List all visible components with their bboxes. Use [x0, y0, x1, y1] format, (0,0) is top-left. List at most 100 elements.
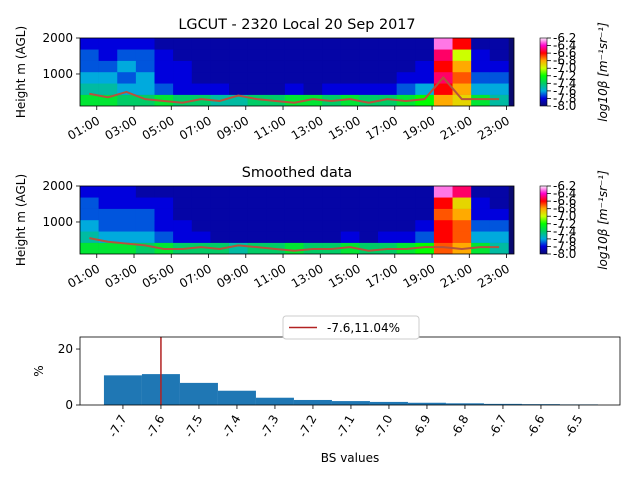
heatmap-cell	[471, 94, 491, 106]
heatmap-cell	[247, 49, 267, 61]
x-tick-label: 13:00	[289, 261, 326, 290]
heatmap-cell	[191, 208, 211, 221]
heatmap-cell	[303, 60, 323, 73]
x-tick-label: 03:00	[103, 261, 140, 290]
heatmap-cell	[135, 49, 155, 61]
heatmap-cell	[340, 242, 360, 254]
heatmap-cell	[433, 38, 453, 50]
heatmap-cell	[340, 83, 360, 95]
colorbar	[539, 37, 548, 107]
heatmap-cell	[433, 60, 453, 73]
heatmap-cell	[191, 242, 211, 254]
heatmap-cell	[98, 186, 118, 198]
heatmap-cell	[210, 219, 230, 232]
heatmap-cell	[322, 49, 342, 61]
heatmap-cell	[117, 71, 137, 84]
colorbar-tick-label: -7.8	[553, 91, 576, 105]
heatmap-cell	[489, 38, 509, 50]
heatmap-cell	[80, 94, 99, 106]
heatmap-cell	[340, 197, 360, 209]
heatmap-cell	[471, 71, 491, 84]
heatmap-cell	[80, 83, 99, 95]
heatmap-cell	[489, 242, 509, 254]
panel-title: LGCUT - 2320 Local 20 Sep 2017	[178, 17, 415, 33]
x-tick-label: 01:00	[65, 113, 102, 142]
heatmap-cell	[284, 71, 304, 84]
heatmap-cell	[359, 83, 379, 95]
heatmap-cell	[98, 60, 118, 73]
colorbar-tick-label: -6.4	[553, 187, 576, 201]
panel-title: Smoothed data	[242, 165, 353, 181]
heatmap-cell	[229, 242, 248, 254]
heatmap-cell	[154, 231, 174, 243]
legend-box	[282, 315, 420, 340]
x-tick-label: -7.5	[182, 413, 206, 440]
heatmap-cell	[322, 208, 342, 221]
heatmap-cell	[340, 208, 360, 221]
heatmap-cell	[452, 231, 472, 243]
heatmap-cell	[452, 38, 472, 50]
heatmap-cell	[452, 94, 472, 106]
heatmap-cell	[433, 197, 453, 209]
heatmap-cell	[433, 83, 453, 95]
x-tick-label: -7.2	[296, 413, 320, 440]
x-tick-label: 19:00	[401, 113, 438, 142]
heatmap-cell	[415, 231, 435, 243]
x-tick-label: 17:00	[363, 261, 400, 290]
x-tick-label: -7.6	[144, 413, 168, 440]
heatmap-cell	[322, 197, 342, 209]
heatmap-cell	[378, 94, 397, 106]
x-tick-label: 07:00	[177, 261, 214, 290]
x-tick-label: -7.0	[372, 413, 396, 440]
heatmap-cell	[117, 83, 137, 95]
heatmap-cell	[173, 71, 193, 84]
heatmap-cell	[340, 94, 360, 106]
heatmap-cell	[135, 83, 155, 95]
x-tick-label: 11:00	[252, 261, 289, 290]
heatmap-cell	[396, 60, 416, 73]
heatmap-cell	[415, 83, 435, 95]
heatmap-cell	[489, 186, 509, 198]
x-tick-label: -6.8	[448, 413, 472, 440]
x-tick-label: 23:00	[475, 113, 512, 142]
heatmap-cell	[80, 60, 99, 73]
heatmap-cell	[359, 94, 379, 106]
heatmap-cell	[471, 208, 491, 221]
heatmap-cell	[266, 197, 286, 209]
x-tick-label: 03:00	[103, 113, 140, 142]
colorbar-tick-label: -7.2	[553, 217, 576, 231]
heatmap-cell	[396, 186, 416, 198]
heatmap-cell	[210, 197, 230, 209]
heatmap-cell	[229, 60, 248, 73]
heatmap-cell	[433, 94, 453, 106]
heatmap-cell	[378, 49, 397, 61]
heatmap-cell	[359, 60, 379, 73]
heatmap-cell	[247, 94, 267, 106]
heatmap-cell	[117, 60, 137, 73]
heatmap-cell	[433, 208, 453, 221]
heatmap-cell	[489, 49, 509, 61]
y-axis-label: Height m (AGL)	[14, 174, 28, 266]
heatmap-cell	[117, 49, 137, 61]
heatmap-cell	[229, 231, 248, 243]
colorbar-tick-label: -7.0	[553, 209, 576, 223]
x-tick-label: 15:00	[326, 113, 363, 142]
heatmap-cell	[135, 208, 155, 221]
heatmap-cell	[154, 219, 174, 232]
heatmap-cell	[173, 38, 193, 50]
heatmap-cell	[396, 83, 416, 95]
heatmap-cell	[303, 94, 323, 106]
heatmap-cell	[191, 49, 211, 61]
heatmap-cell	[471, 60, 491, 73]
heatmap-cell	[415, 60, 435, 73]
heatmap-cell	[471, 38, 491, 50]
heatmap-cell	[284, 242, 304, 254]
x-tick-label: 11:00	[252, 113, 289, 142]
heatmap-cell	[154, 71, 174, 84]
heatmap-cell	[154, 83, 174, 95]
y-tick-label: 1000	[42, 215, 73, 229]
histogram-bar	[331, 401, 370, 405]
x-tick-label: -6.7	[486, 413, 510, 440]
heatmap-panel: LGCUT - 2320 Local 20 Sep 2017 Height m (…	[14, 17, 610, 143]
heatmap-cell	[452, 49, 472, 61]
